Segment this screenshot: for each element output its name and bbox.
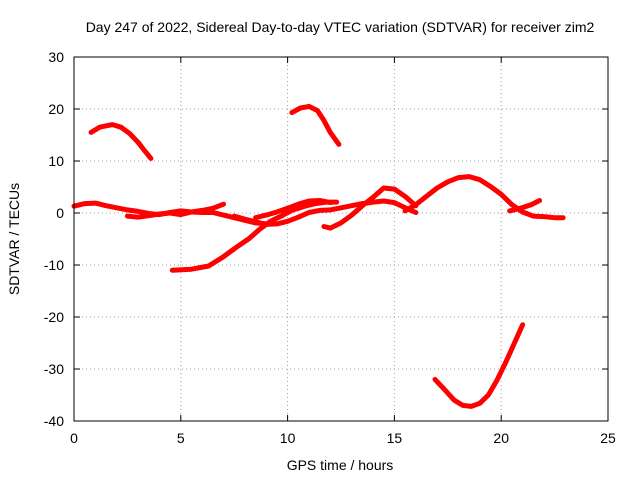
series-arc-1 [88,122,154,161]
series-arc-10 [507,198,543,214]
plot-frame [73,56,609,422]
y-tick-label-7: 30 [48,49,64,65]
chart-title: Day 247 of 2022, Sidereal Day-to-day VTE… [86,19,595,35]
series-arc-4 [124,201,226,220]
series-arc-7 [253,198,333,221]
series-arc-6 [231,198,419,227]
series-arc-2 [289,103,342,147]
x-tick-label-1: 5 [177,430,185,446]
y-tick-label-2: -20 [44,309,64,325]
y-tick-label-6: 20 [48,101,64,117]
series-arc-8 [321,185,419,231]
x-tick-label-2: 10 [280,430,296,446]
axis-ticks: 0 5 10 15 20 25 -40 -30 -20 -10 0 10 20 30 [44,49,616,446]
y-tick-label-1: -30 [44,361,64,377]
y-tick-label-0: -40 [44,413,64,429]
series-arc-11 [432,322,526,409]
x-tick-label-0: 0 [70,430,78,446]
y-tick-label-3: -10 [44,257,64,273]
y-axis-label: SDTVAR / TECUs [6,183,22,295]
x-tick-label-5: 25 [600,430,616,446]
data-series [71,103,566,409]
y-tick-label-5: 10 [48,153,64,169]
x-tick-label-4: 20 [493,430,509,446]
x-axis-label: GPS time / hours [287,457,394,473]
y-tick-label-4: 0 [56,205,64,221]
grid-lines [74,57,608,421]
x-tick-label-3: 15 [387,430,403,446]
series-arc-9 [402,174,566,221]
